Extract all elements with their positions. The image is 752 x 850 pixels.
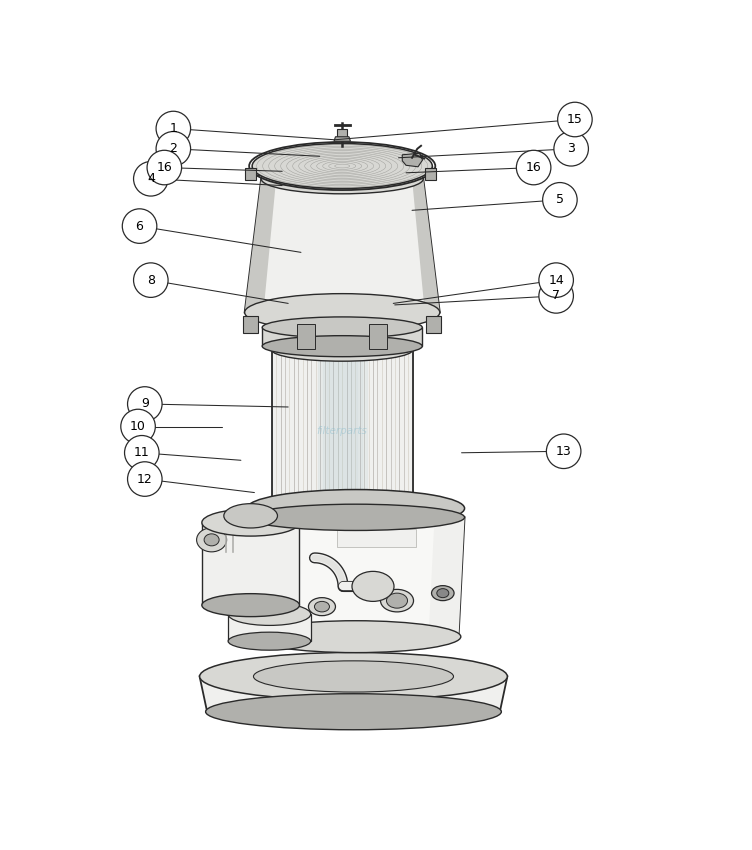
Circle shape xyxy=(134,263,168,297)
Ellipse shape xyxy=(253,660,453,692)
Circle shape xyxy=(554,132,588,166)
Polygon shape xyxy=(228,615,311,641)
Circle shape xyxy=(539,263,574,297)
Text: 6: 6 xyxy=(135,219,144,233)
Text: 7: 7 xyxy=(552,289,560,303)
Polygon shape xyxy=(334,137,350,141)
Ellipse shape xyxy=(271,500,413,523)
Polygon shape xyxy=(402,153,423,167)
Text: 1: 1 xyxy=(169,122,177,135)
Ellipse shape xyxy=(204,534,219,546)
Ellipse shape xyxy=(228,632,311,650)
Text: 3: 3 xyxy=(567,142,575,156)
Polygon shape xyxy=(243,316,258,332)
Ellipse shape xyxy=(224,504,277,528)
Circle shape xyxy=(125,435,159,470)
Circle shape xyxy=(123,209,157,243)
Ellipse shape xyxy=(244,293,440,332)
Text: 11: 11 xyxy=(134,446,150,459)
Polygon shape xyxy=(244,167,256,179)
Circle shape xyxy=(547,434,581,468)
Ellipse shape xyxy=(252,144,432,189)
Polygon shape xyxy=(252,166,432,175)
Ellipse shape xyxy=(247,504,465,530)
Text: 5: 5 xyxy=(556,193,564,207)
Polygon shape xyxy=(247,518,465,637)
Ellipse shape xyxy=(228,603,311,626)
Polygon shape xyxy=(202,523,299,605)
Text: filterparts: filterparts xyxy=(317,426,368,436)
Polygon shape xyxy=(412,178,440,313)
Ellipse shape xyxy=(437,589,449,598)
Ellipse shape xyxy=(352,571,394,602)
Ellipse shape xyxy=(381,589,414,612)
Polygon shape xyxy=(297,325,315,349)
Polygon shape xyxy=(429,518,465,637)
Polygon shape xyxy=(271,350,413,512)
Text: 8: 8 xyxy=(147,274,155,286)
Ellipse shape xyxy=(387,593,408,608)
Text: 16: 16 xyxy=(156,161,172,174)
Ellipse shape xyxy=(250,620,461,653)
Text: 10: 10 xyxy=(130,420,146,433)
Ellipse shape xyxy=(308,598,335,615)
Circle shape xyxy=(558,102,592,137)
Text: 13: 13 xyxy=(556,445,572,458)
Text: 12: 12 xyxy=(137,473,153,485)
Text: 16: 16 xyxy=(526,161,541,174)
Text: 9: 9 xyxy=(141,398,149,411)
Ellipse shape xyxy=(261,164,423,194)
Ellipse shape xyxy=(199,653,508,700)
Text: 14: 14 xyxy=(548,274,564,286)
Text: 4: 4 xyxy=(147,173,155,185)
Text: 15: 15 xyxy=(567,113,583,126)
Polygon shape xyxy=(337,529,416,547)
Polygon shape xyxy=(244,178,276,313)
Circle shape xyxy=(128,462,162,496)
Ellipse shape xyxy=(196,528,226,552)
Circle shape xyxy=(517,150,551,184)
Polygon shape xyxy=(337,129,347,139)
Polygon shape xyxy=(209,528,258,552)
Circle shape xyxy=(134,162,168,196)
Circle shape xyxy=(128,387,162,422)
Polygon shape xyxy=(426,316,441,332)
Polygon shape xyxy=(244,178,440,313)
Polygon shape xyxy=(262,327,422,346)
Ellipse shape xyxy=(205,694,502,730)
Ellipse shape xyxy=(262,336,422,357)
Circle shape xyxy=(156,132,190,166)
Polygon shape xyxy=(425,167,436,179)
Polygon shape xyxy=(199,677,508,711)
Ellipse shape xyxy=(202,593,299,616)
Ellipse shape xyxy=(247,490,465,527)
Circle shape xyxy=(156,111,190,145)
Ellipse shape xyxy=(271,338,413,361)
Circle shape xyxy=(543,183,578,217)
Ellipse shape xyxy=(432,586,454,601)
Circle shape xyxy=(539,279,574,313)
Ellipse shape xyxy=(202,509,299,536)
Circle shape xyxy=(121,409,156,444)
Polygon shape xyxy=(369,325,387,349)
Ellipse shape xyxy=(314,602,329,612)
Ellipse shape xyxy=(262,317,422,338)
Text: 2: 2 xyxy=(169,142,177,156)
Circle shape xyxy=(147,150,181,184)
